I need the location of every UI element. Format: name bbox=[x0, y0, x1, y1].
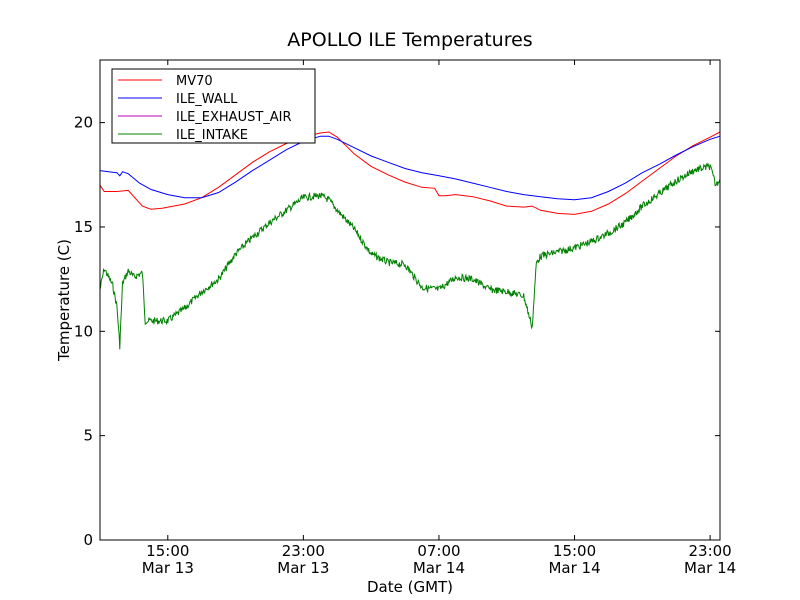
x-tick-label-date: Mar 14 bbox=[548, 559, 600, 577]
y-tick-label: 0 bbox=[83, 531, 93, 549]
x-tick-label-time: 15:00 bbox=[146, 542, 189, 560]
x-axis-label: Date (GMT) bbox=[367, 578, 453, 596]
legend: MV70 ILE_WALL ILE_EXHAUST_AIR ILE_INTAKE bbox=[111, 68, 316, 144]
legend-box bbox=[111, 68, 316, 144]
x-tick-label-date: Mar 13 bbox=[277, 559, 329, 577]
y-tick-label: 15 bbox=[74, 218, 93, 236]
x-tick-label-date: Mar 14 bbox=[684, 559, 736, 577]
x-tick-label-time: 07:00 bbox=[417, 542, 460, 560]
legend-label: ILE_INTAKE bbox=[176, 128, 248, 143]
y-tick-label: 10 bbox=[74, 322, 93, 340]
y-tick-label: 20 bbox=[74, 114, 93, 132]
x-tick-label-time: 23:00 bbox=[282, 542, 325, 560]
x-tick-label-time: 23:00 bbox=[688, 542, 731, 560]
legend-label: ILE_WALL bbox=[176, 92, 238, 107]
series-line-ile-wall bbox=[100, 135, 720, 201]
y-tick-label: 5 bbox=[83, 427, 93, 445]
x-tick-label-date: Mar 14 bbox=[413, 559, 465, 577]
legend-label: ILE_EXHAUST_AIR bbox=[176, 110, 292, 125]
series-line-ile-intake bbox=[100, 162, 720, 350]
chart-title: APOLLO ILE Temperatures bbox=[287, 29, 532, 51]
legend-label: MV70 bbox=[176, 74, 213, 89]
y-axis: 0 5 10 15 20 bbox=[74, 114, 720, 549]
x-tick-label-date: Mar 13 bbox=[142, 559, 194, 577]
y-axis-label: Temperature (C) bbox=[55, 239, 73, 362]
series-line-mv70 bbox=[100, 131, 720, 215]
x-tick-label-time: 15:00 bbox=[553, 542, 596, 560]
series-group bbox=[100, 131, 720, 350]
plot-frame bbox=[99, 59, 721, 541]
